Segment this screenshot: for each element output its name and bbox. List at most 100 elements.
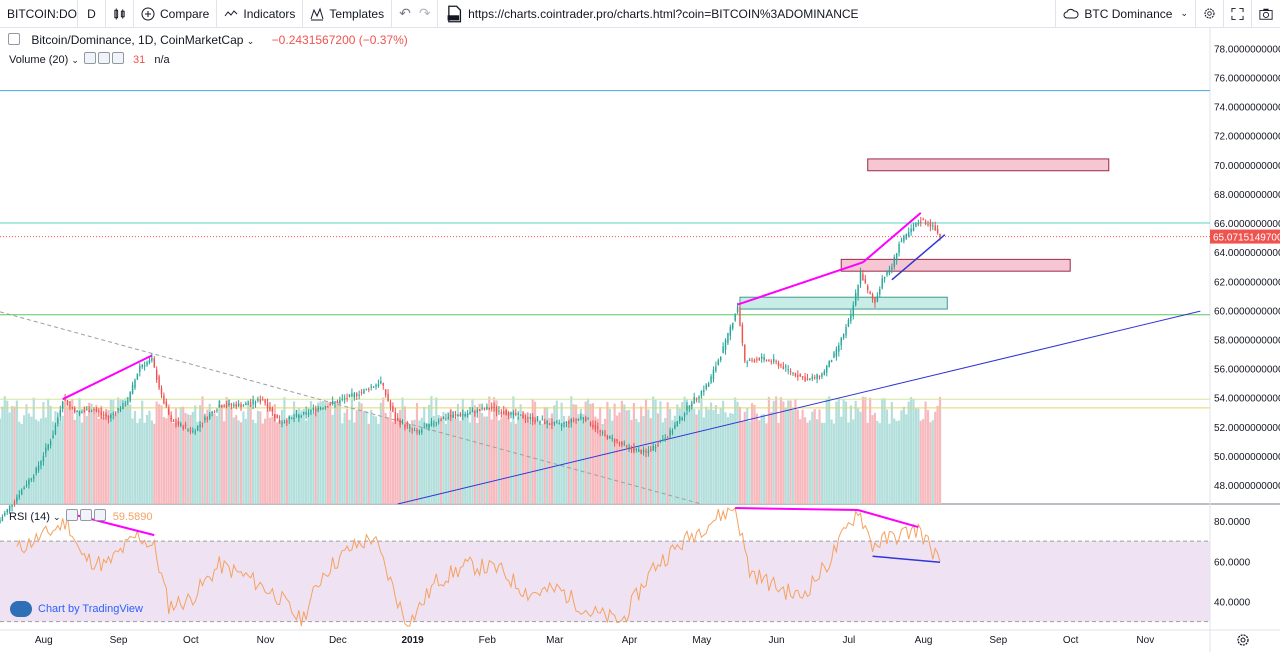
volume-bar: [44, 417, 47, 504]
candle-body: [315, 409, 317, 412]
volume-bar: [693, 408, 696, 504]
volume-bar: [697, 409, 701, 504]
chevron-down-icon[interactable]: ⌄: [53, 512, 61, 522]
candle-body: [457, 414, 459, 417]
price-tick-label: 66.0000000000: [1214, 219, 1280, 230]
indicators-button[interactable]: Indicators: [217, 0, 304, 27]
candle-body: [196, 425, 199, 431]
eye-icon[interactable]: [65, 509, 78, 521]
candle-body: [447, 416, 450, 419]
settings-button[interactable]: [1196, 0, 1224, 27]
candle-body: [327, 406, 329, 408]
candle-body: [727, 332, 729, 343]
indicators-icon: [224, 9, 238, 16]
redo-icon[interactable]: ↷: [418, 5, 431, 21]
main-legend: Bitcoin/Dominance, 1D, CoinMarketCap ⌄ −…: [8, 33, 408, 47]
candle-body: [806, 378, 809, 380]
templates-button[interactable]: Templates: [303, 0, 393, 27]
time-tick-label: Apr: [622, 635, 638, 646]
chart-area[interactable]: 78.0000000000 76.0000000000 74.0000000000 7…: [0, 28, 1280, 652]
interval-button[interactable]: D: [78, 0, 106, 27]
candle-body: [278, 420, 281, 424]
symbol-search-button[interactable]: BITCOIN:DO: [0, 0, 78, 27]
ascending-trendline: [397, 310, 1201, 505]
candle-body: [184, 424, 187, 427]
volume-bar: [172, 423, 175, 504]
chart-svg[interactable]: 78.0000000000 76.0000000000 74.0000000000 7…: [0, 28, 1280, 652]
candle-body: [471, 410, 474, 413]
volume-bar: [601, 423, 604, 504]
volume-bar: [746, 407, 749, 504]
candle-body: [717, 360, 720, 365]
volume-bar: [249, 404, 252, 504]
collapse-icon[interactable]: [8, 33, 20, 45]
time-tick-label: May: [692, 635, 711, 646]
candle-body: [732, 322, 734, 329]
candle-body: [300, 415, 303, 417]
candle-body: [206, 417, 209, 420]
volume-bar: [688, 405, 691, 504]
gear-icon[interactable]: [79, 509, 92, 521]
volume-bar: [92, 413, 96, 504]
close-icon[interactable]: [93, 509, 106, 521]
fullscreen-icon: [1231, 7, 1244, 20]
volume-bar: [825, 398, 828, 504]
candle-body: [245, 403, 247, 406]
candle-body: [630, 448, 633, 450]
candle-body: [929, 221, 932, 227]
candle-body: [505, 410, 507, 415]
volume-bar: [777, 422, 780, 504]
undo-icon[interactable]: ↶: [399, 5, 411, 21]
compare-button[interactable]: Compare: [134, 0, 218, 27]
volume-bar: [760, 414, 763, 504]
volume-bar: [259, 411, 262, 504]
top-toolbar: BITCOIN:DO D Compare Indicators Template…: [0, 0, 1280, 28]
url-bar[interactable]: https://charts.cointrader.pro/charts.htm…: [438, 0, 865, 27]
volume-bar: [673, 415, 676, 504]
candle-body: [483, 408, 486, 410]
candle-body: [924, 221, 927, 225]
time-tick-label: Jun: [768, 635, 784, 646]
rsi-tick-label: 40.0000: [1214, 597, 1251, 608]
volume-bar: [567, 415, 570, 504]
rsi-tick-label: 60.0000: [1214, 557, 1251, 568]
candle-body: [594, 425, 597, 430]
volume-bar: [13, 406, 16, 504]
descending-dashed-trendline: [0, 311, 702, 505]
candle-body: [874, 297, 876, 304]
snapshot-button[interactable]: [1252, 0, 1280, 27]
volume-bar: [413, 419, 416, 504]
candle-body: [396, 417, 399, 421]
volume-bar: [681, 402, 684, 504]
volume-bar: [206, 409, 209, 504]
close-icon[interactable]: [111, 52, 124, 64]
volume-bar: [615, 415, 619, 504]
candle-body: [105, 414, 107, 417]
layout-button[interactable]: BTC Dominance ⌄: [1055, 0, 1196, 27]
chart-style-button[interactable]: [106, 0, 134, 27]
tradingview-badge[interactable]: Chart by TradingView: [10, 601, 143, 617]
volume-bar: [538, 419, 542, 504]
volume-bar: [167, 404, 170, 504]
candle-body: [719, 356, 722, 361]
candle-body: [240, 404, 242, 408]
volume-bar: [382, 397, 385, 504]
eye-icon[interactable]: [83, 52, 96, 64]
chevron-down-icon[interactable]: ⌄: [71, 55, 79, 65]
price-tick-label: 62.0000000000: [1214, 277, 1280, 288]
time-tick-label: Nov: [257, 635, 275, 646]
volume-bar: [174, 408, 178, 504]
chevron-down-icon[interactable]: ⌄: [246, 36, 255, 46]
fullscreen-button[interactable]: [1224, 0, 1252, 27]
volume-bar: [608, 408, 611, 504]
candle-body: [435, 422, 437, 424]
time-tick-label: Sep: [989, 635, 1007, 646]
gear-icon[interactable]: [97, 52, 110, 64]
volume-bar: [305, 420, 308, 504]
candle-body: [54, 424, 57, 435]
candle-body: [49, 440, 52, 446]
candle-body: [821, 373, 823, 377]
candle-body: [394, 412, 397, 421]
volume-bar: [524, 413, 527, 504]
candle-body: [568, 421, 570, 424]
